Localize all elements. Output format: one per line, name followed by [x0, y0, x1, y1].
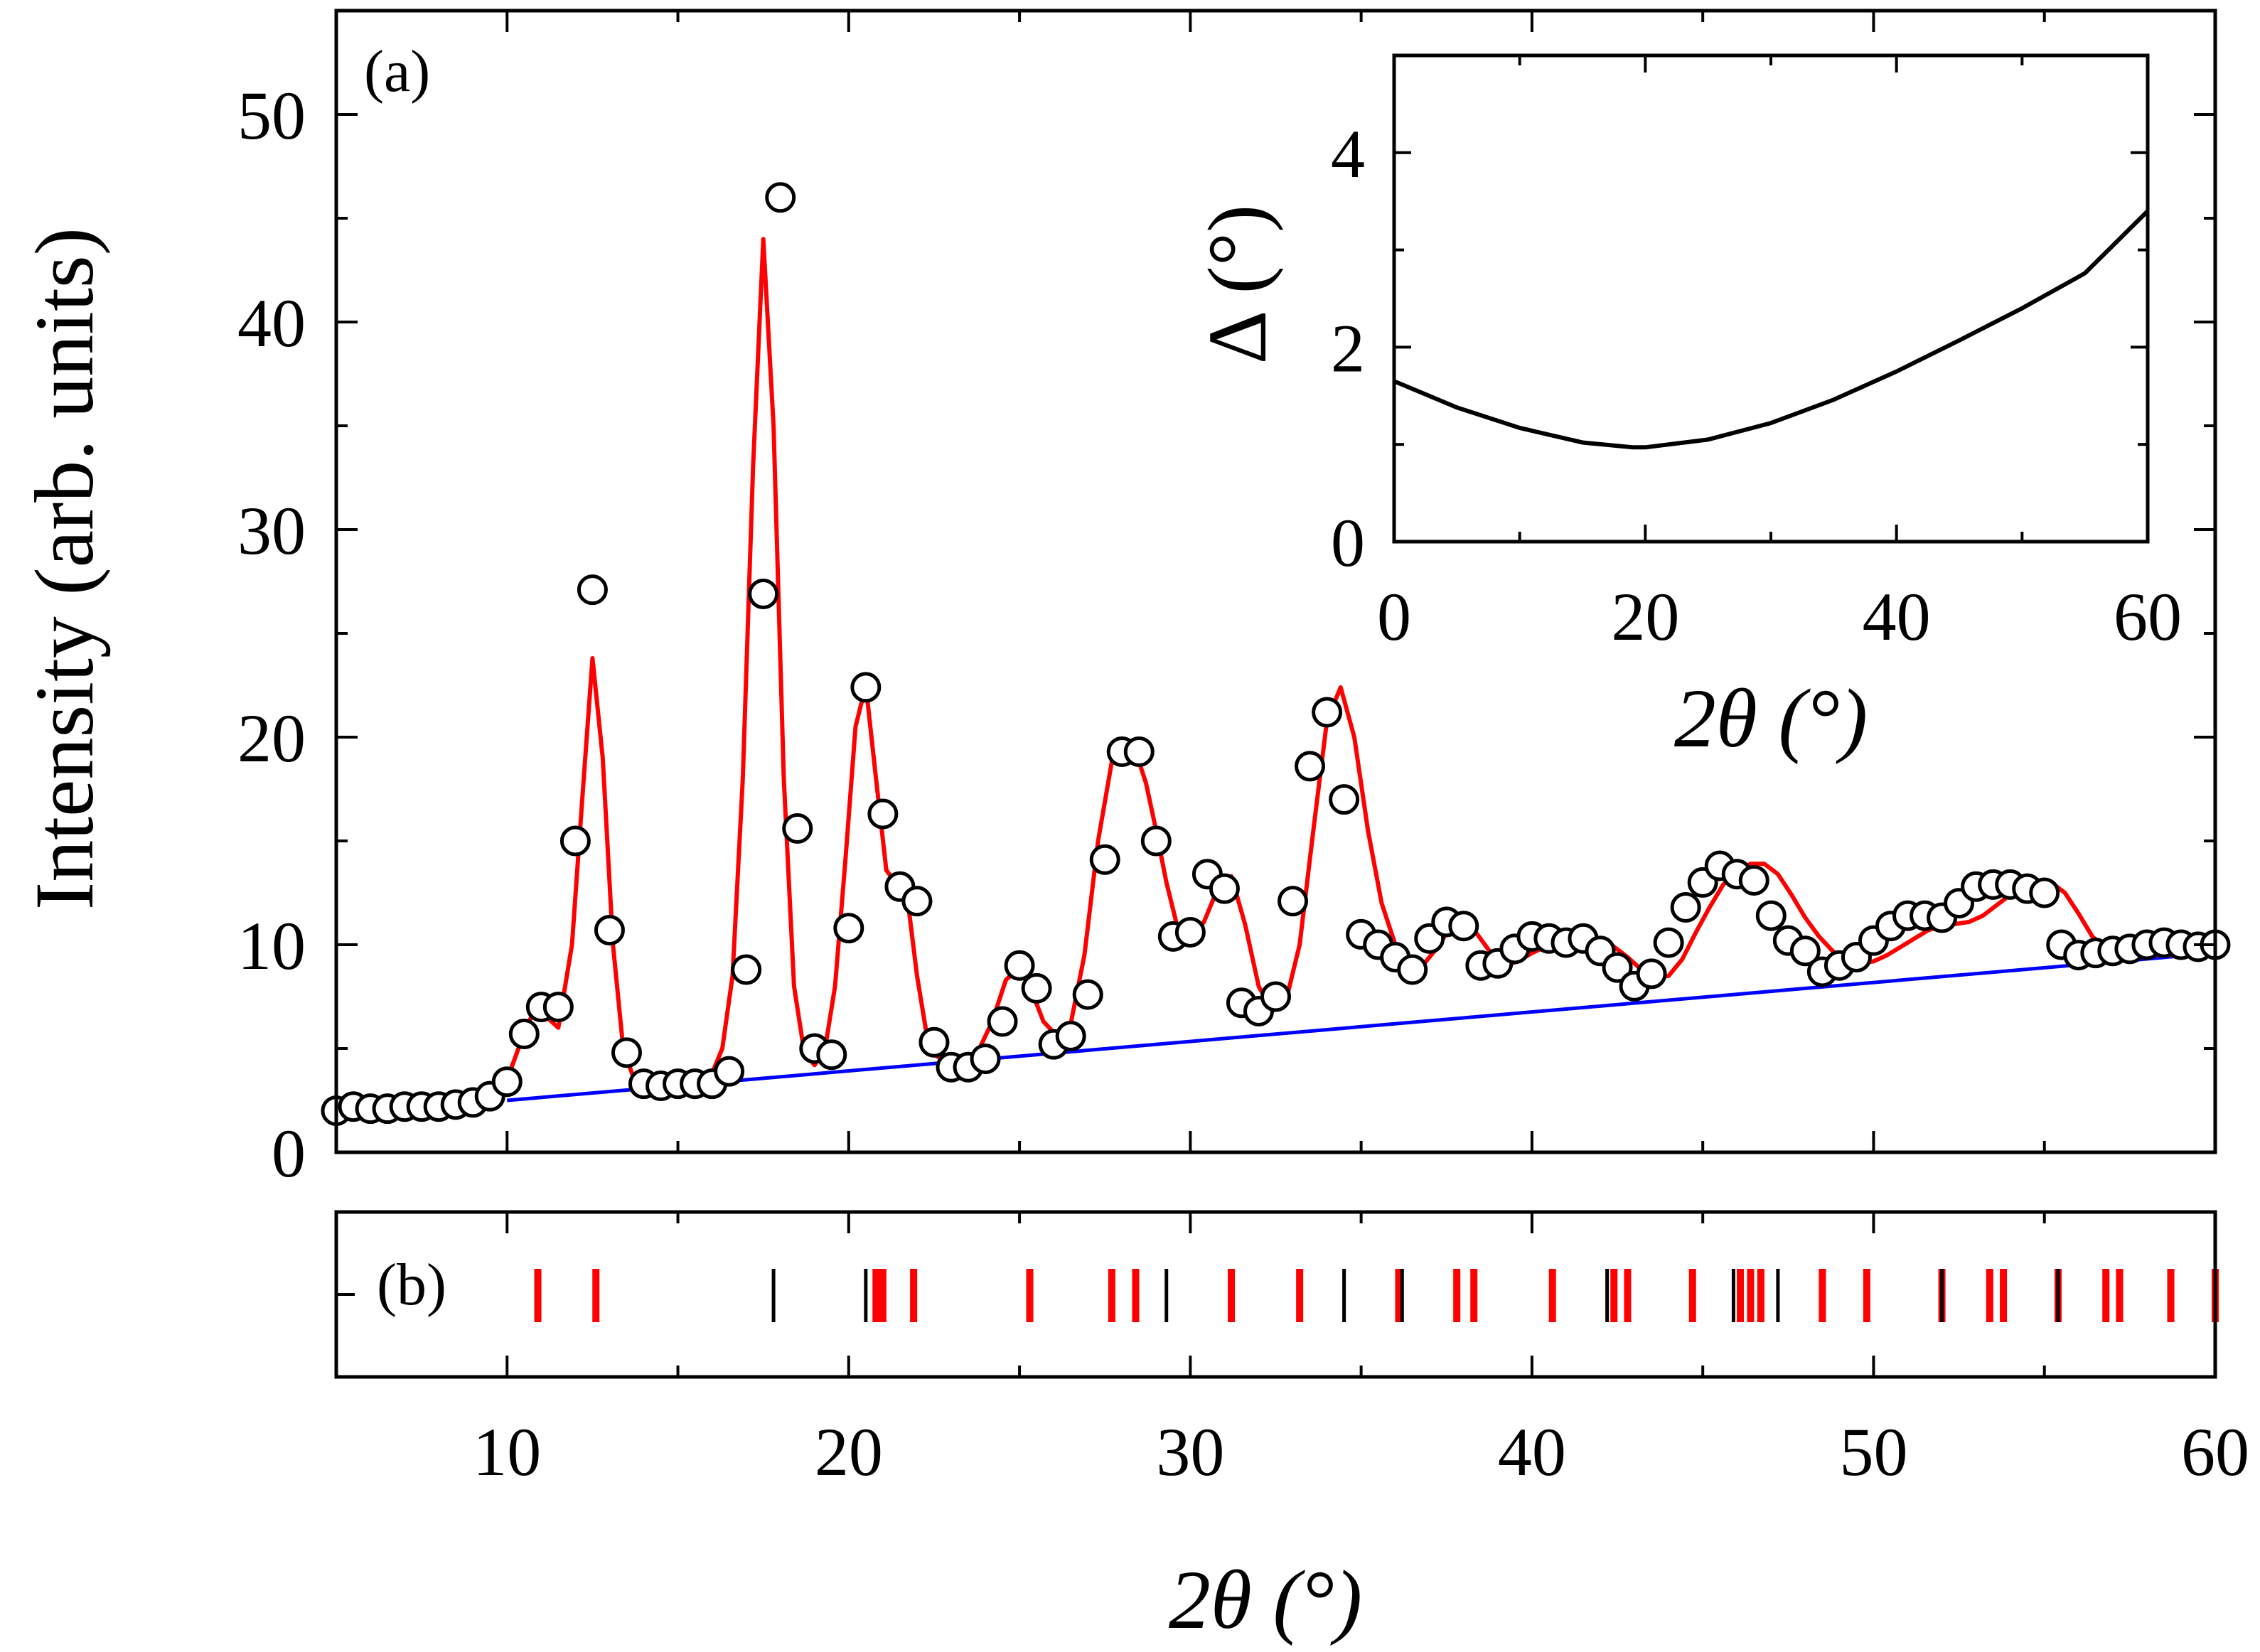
main-y-axis-label: Intensity (arb. units): [18, 227, 111, 910]
observed-point: [508, 1019, 540, 1050]
inset-xtick-label: 0: [1377, 579, 1411, 655]
inset-line-layer: [1393, 209, 2150, 450]
main-ytick-label: 0: [272, 1115, 306, 1191]
observed-point: [782, 812, 813, 844]
main-ytick-label: 50: [237, 77, 306, 154]
observed-points-layer: [321, 182, 2231, 1127]
observed-point: [542, 992, 574, 1023]
observed-point: [1397, 954, 1428, 985]
observed-point: [594, 915, 625, 946]
observed-point: [1123, 736, 1155, 767]
observed-point: [1295, 751, 1326, 782]
observed-point: [1602, 952, 1633, 983]
observed-point: [1789, 935, 1821, 967]
observed-point: [2029, 877, 2060, 908]
inset-background: [1394, 55, 2148, 542]
bragg-ticks-layer: [534, 1269, 2219, 1322]
background-line-layer: [507, 951, 2216, 1103]
observed-point: [919, 1026, 950, 1058]
inset-ytick-label: 4: [1331, 116, 1365, 192]
main-axis-ticks: [335, 9, 2217, 1154]
observed-point: [1021, 972, 1052, 1004]
main-ytick-label: 40: [237, 285, 306, 361]
inset-xtick-label: 60: [2114, 579, 2182, 655]
observed-point: [1055, 1020, 1086, 1051]
inset-ytick-label: 2: [1331, 310, 1365, 386]
observed-point: [970, 1044, 1001, 1075]
observed-point: [1448, 911, 1479, 942]
observed-point: [850, 672, 882, 703]
observed-point: [577, 574, 608, 606]
inset-xtick-label: 20: [1611, 579, 1679, 655]
observed-point: [559, 825, 591, 857]
xtick-label: 40: [1498, 1414, 1566, 1490]
observed-point: [867, 798, 899, 830]
xtick-label: 50: [1839, 1414, 1907, 1490]
observed-point: [1329, 784, 1360, 815]
observed-point: [987, 1006, 1018, 1037]
main-ytick-label: 30: [237, 493, 306, 569]
observed-point: [1072, 979, 1103, 1010]
observed-point: [1209, 873, 1240, 904]
observed-point: [1174, 916, 1206, 948]
observed-point: [1089, 844, 1120, 875]
inset-xtick-label: 40: [1863, 579, 1931, 655]
inset-x-axis-label: 2θ (°): [1674, 672, 1868, 765]
observed-point: [816, 1039, 847, 1071]
tick-panel-label: (b): [377, 1252, 446, 1318]
observed-point: [1670, 891, 1701, 923]
inset-delta-line: [1393, 209, 2150, 450]
observed-point: [1140, 825, 1172, 857]
inset-tick-labels: 0 20 40 60 0 2 4: [1331, 116, 2182, 655]
observed-point: [1653, 927, 1684, 958]
observed-point: [1004, 950, 1035, 981]
main-plot-area: [321, 182, 2231, 1127]
inset-ytick-label: 0: [1331, 505, 1365, 581]
main-ytick-label: 20: [237, 700, 306, 776]
background-line: [507, 951, 2216, 1103]
observed-point: [1738, 864, 1769, 896]
observed-point: [833, 913, 864, 944]
inset-axis-ticks: [1393, 54, 2149, 543]
observed-point: [1755, 900, 1787, 931]
observed-point: [731, 954, 762, 985]
observed-point: [1260, 981, 1291, 1012]
tick-panel-xtick-labels: 10 20 30 40 50 60: [473, 1414, 2249, 1490]
observed-point: [901, 886, 933, 917]
inset-panel: 0 20 40 60 0 2 4 Δ (°) 2θ (°): [1191, 53, 2182, 765]
main-frame: [334, 9, 2217, 1154]
observed-point: [611, 1037, 642, 1068]
main-ytick-label: 10: [237, 908, 306, 984]
x-axis-label: 2θ (°): [1169, 1553, 1362, 1646]
xtick-label: 20: [815, 1414, 883, 1490]
observed-point: [765, 182, 796, 213]
xtick-label: 10: [473, 1414, 541, 1490]
inset-y-axis-label: Δ (°): [1191, 205, 1284, 365]
main-ytick-labels: 0 10 20 30 40 50: [237, 77, 306, 1191]
tick-panel-frame: [334, 1210, 2217, 1379]
observed-point: [491, 1066, 523, 1098]
tick-panel-axis-ticks: [335, 1212, 2217, 1377]
tick-panel: 10 20 30 40 50 60 (b) 2θ (°): [334, 1210, 2249, 1646]
xtick-label: 60: [2181, 1414, 2249, 1490]
observed-point: [1312, 697, 1343, 728]
observed-point: [1636, 958, 1667, 989]
main-panel-label: (a): [364, 38, 430, 104]
observed-point: [714, 1056, 745, 1087]
xtick-label: 30: [1156, 1414, 1224, 1490]
observed-point: [748, 579, 779, 610]
observed-point: [1278, 886, 1309, 917]
